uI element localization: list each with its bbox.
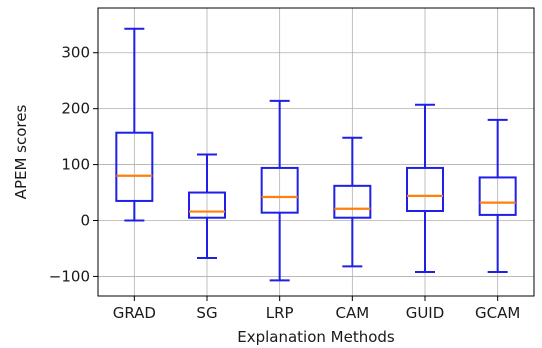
x-axis-label: Explanation Methods <box>237 328 395 346</box>
y-tick-label: 300 <box>61 44 90 62</box>
y-tick-label: 100 <box>61 156 90 174</box>
y-tick-label: 0 <box>80 212 90 230</box>
box-lrp <box>260 99 299 282</box>
x-tick-label: GCAM <box>475 304 520 322</box>
box-sg <box>188 153 226 259</box>
x-tick-label: SG <box>196 304 217 322</box>
iqr-box <box>260 166 299 214</box>
iqr-box <box>188 191 226 219</box>
y-tick-label: 200 <box>61 100 90 118</box>
x-tick-label: GRAD <box>113 304 156 322</box>
x-tick-label: CAM <box>335 304 369 322</box>
plot-frame <box>97 7 535 297</box>
box-grad <box>115 27 154 222</box>
axis-ticks: −100 0 100 200 300 GRAD SG LRP CAM GUID GCAM <box>49 44 521 322</box>
x-tick-label: GUID <box>406 304 445 322</box>
iqr-box <box>115 131 154 202</box>
box-gcam <box>478 118 517 273</box>
x-tick-label: LRP <box>266 304 294 322</box>
grid <box>98 8 534 296</box>
y-tick-label: −100 <box>49 267 90 285</box>
box-cam <box>333 136 372 268</box>
box-guid <box>406 103 444 273</box>
y-axis-label: APEM scores <box>12 105 30 200</box>
iqr-box <box>333 184 372 219</box>
iqr-box <box>406 166 444 212</box>
iqr-box <box>478 176 517 216</box>
box-series <box>115 27 517 282</box>
